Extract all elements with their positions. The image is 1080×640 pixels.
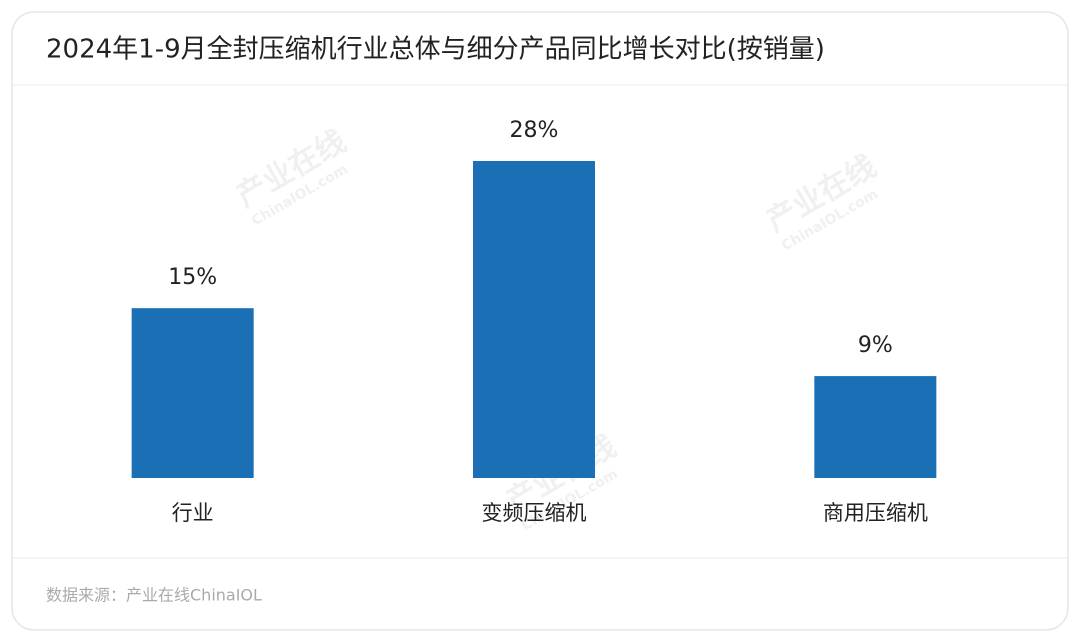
bar [814,376,937,478]
x-tick-label: 变频压缩机 [482,501,587,525]
value-label: 28% [510,118,559,143]
bar [131,308,254,478]
x-tick-label: 行业 [172,501,214,525]
source-note: 数据来源：产业在线ChinaIOL [46,586,262,605]
bar [473,161,595,478]
x-tick-label: 商用压缩机 [823,501,928,525]
chart-title: 2024年1-9月全封压缩机行业总体与细分产品同比增长对比(按销量) [46,35,825,65]
value-label: 15% [168,265,217,290]
value-label: 9% [858,333,893,358]
